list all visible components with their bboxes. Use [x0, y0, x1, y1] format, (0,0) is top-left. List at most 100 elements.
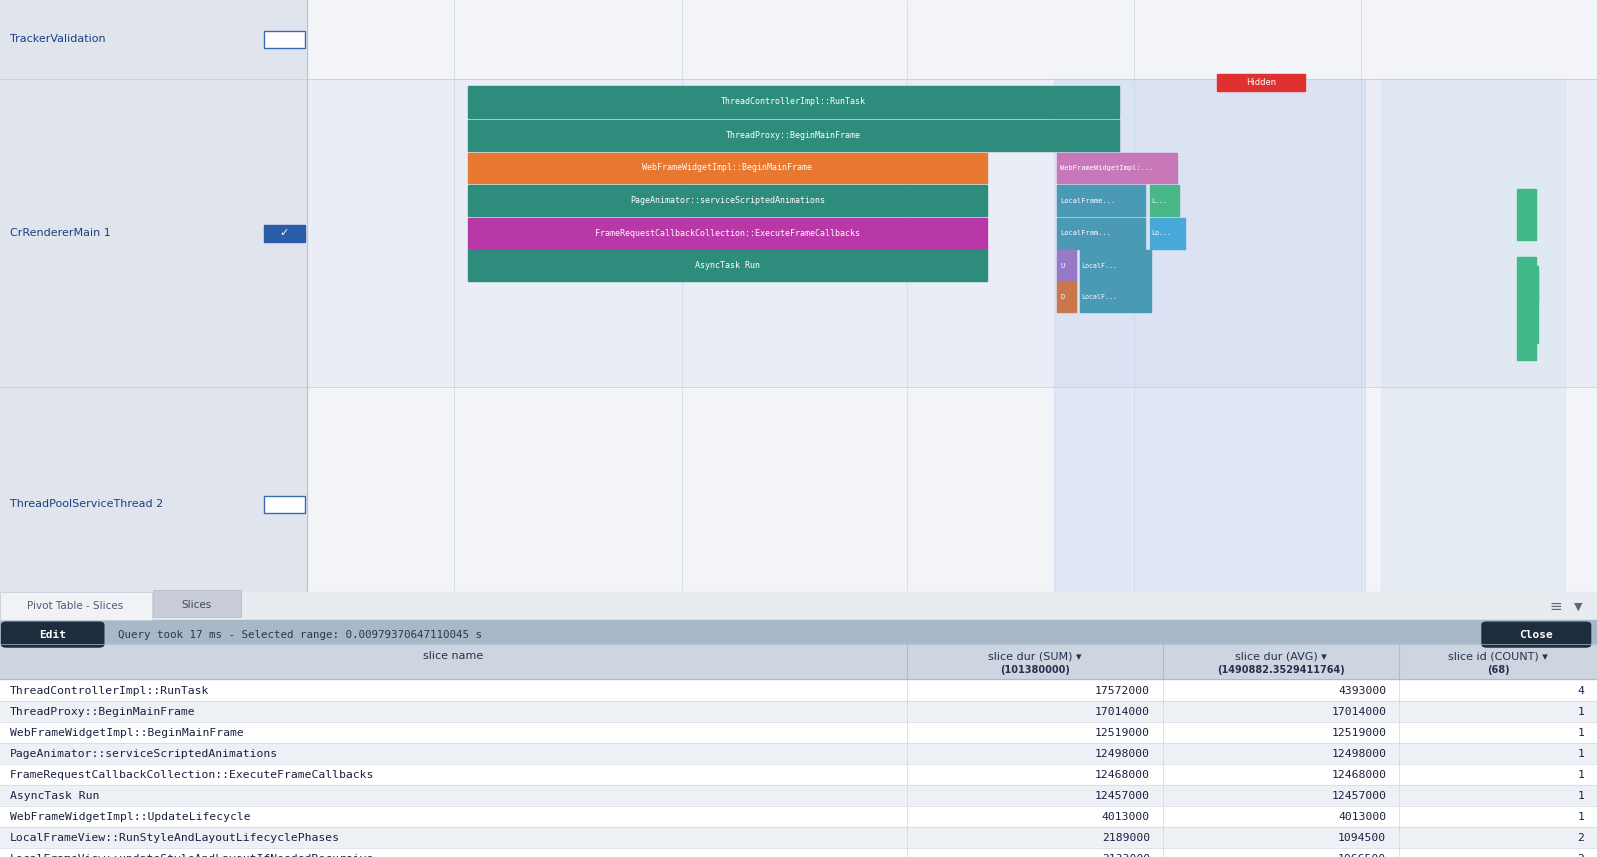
Text: ≡: ≡ — [1549, 599, 1562, 614]
Text: 12519000: 12519000 — [1096, 728, 1150, 738]
Bar — [1080, 250, 1151, 281]
Text: Query took 17 ms - Selected range: 0.00979370647110045 s: Query took 17 ms - Selected range: 0.009… — [118, 630, 482, 639]
Text: 4013000: 4013000 — [1338, 812, 1386, 822]
Bar — [1057, 250, 1076, 281]
Bar — [1057, 185, 1145, 216]
Text: LocalF...: LocalF... — [1081, 293, 1118, 300]
Bar — [1150, 218, 1185, 249]
Text: WebFrameWidgetImpl::UpdateLifecycle: WebFrameWidgetImpl::UpdateLifecycle — [10, 812, 251, 822]
Text: LocalF...: LocalF... — [1081, 262, 1118, 269]
Text: 12498000: 12498000 — [1096, 749, 1150, 759]
Text: 1: 1 — [1578, 812, 1584, 822]
Bar — [1057, 218, 1145, 249]
Text: ▼: ▼ — [1573, 602, 1583, 611]
Text: FrameRequestCallbackCollection::ExecuteFrameCallbacks: FrameRequestCallbackCollection::ExecuteF… — [596, 229, 859, 237]
Text: 12457000: 12457000 — [1096, 791, 1150, 801]
Text: 12457000: 12457000 — [1332, 791, 1386, 801]
Bar — [0, 722, 1597, 744]
Text: 12498000: 12498000 — [1332, 749, 1386, 759]
Bar — [1530, 274, 1538, 343]
Text: WebFrameWidgetImpl:...: WebFrameWidgetImpl:... — [1060, 165, 1155, 171]
Bar — [0, 592, 1597, 620]
Text: WebFrameWidgetImpl::BeginMainFrame: WebFrameWidgetImpl::BeginMainFrame — [10, 728, 243, 738]
Text: ThreadProxy::BeginMainFrame: ThreadProxy::BeginMainFrame — [727, 131, 861, 140]
Text: PageAnimator::serviceScriptedAnimations: PageAnimator::serviceScriptedAnimations — [629, 196, 826, 205]
Bar — [0, 592, 152, 620]
Text: CrRendererMain 1: CrRendererMain 1 — [10, 228, 110, 238]
Text: LocalFrameView::updateStyleAndLayoutIfNeededRecursive: LocalFrameView::updateStyleAndLayoutIfNe… — [10, 854, 374, 857]
Text: ✓: ✓ — [279, 228, 289, 238]
Text: TrackerValidation: TrackerValidation — [10, 34, 105, 45]
Bar — [0, 806, 1597, 828]
Bar — [1054, 79, 1365, 621]
Text: Pivot Table - Slices: Pivot Table - Slices — [27, 602, 123, 611]
Text: 17014000: 17014000 — [1332, 707, 1386, 717]
Text: LocalFrame...: LocalFrame... — [1060, 197, 1116, 204]
Bar — [0, 79, 307, 387]
Bar — [1517, 189, 1536, 240]
Bar — [0, 786, 1597, 806]
Bar — [264, 31, 305, 48]
Text: 2133000: 2133000 — [1102, 854, 1150, 857]
Bar — [0, 848, 1597, 857]
Text: 2189000: 2189000 — [1102, 833, 1150, 843]
Text: 1: 1 — [1578, 707, 1584, 717]
Bar — [1057, 281, 1076, 312]
Text: slice dur (SUM) ▾: slice dur (SUM) ▾ — [989, 651, 1081, 662]
Text: (101380000): (101380000) — [1000, 665, 1070, 675]
Text: (68): (68) — [1487, 665, 1509, 675]
Text: 12468000: 12468000 — [1332, 770, 1386, 780]
Bar — [0, 79, 1597, 387]
Text: 1066500: 1066500 — [1338, 854, 1386, 857]
Text: 17014000: 17014000 — [1096, 707, 1150, 717]
Text: 4013000: 4013000 — [1102, 812, 1150, 822]
Text: ThreadProxy::BeginMainFrame: ThreadProxy::BeginMainFrame — [10, 707, 195, 717]
Bar — [1517, 257, 1536, 360]
Bar — [1057, 153, 1177, 183]
Bar — [1381, 79, 1565, 621]
Text: 1: 1 — [1578, 728, 1584, 738]
Bar — [0, 387, 307, 621]
Bar — [0, 744, 1597, 764]
Bar — [0, 680, 1597, 701]
Text: 2: 2 — [1578, 854, 1584, 857]
Text: WebFrameWidgetImpl::BeginMainFrame: WebFrameWidgetImpl::BeginMainFrame — [642, 164, 813, 172]
Text: Slices: Slices — [182, 600, 211, 609]
Text: 4393000: 4393000 — [1338, 686, 1386, 696]
Bar — [468, 218, 987, 249]
Text: LocalFrameView::RunStyleAndLayoutLifecyclePhases: LocalFrameView::RunStyleAndLayoutLifecyc… — [10, 833, 340, 843]
Text: 12519000: 12519000 — [1332, 728, 1386, 738]
Bar — [1150, 185, 1179, 216]
Text: AsyncTask Run: AsyncTask Run — [695, 261, 760, 270]
Bar — [153, 590, 241, 617]
Bar — [468, 120, 1119, 151]
Text: slice name: slice name — [423, 651, 484, 662]
Text: U: U — [1060, 262, 1065, 269]
Text: ThreadControllerImpl::RunTask: ThreadControllerImpl::RunTask — [722, 98, 866, 106]
Text: Edit: Edit — [40, 630, 65, 639]
Text: Close: Close — [1519, 630, 1554, 639]
Text: Hidden: Hidden — [1246, 78, 1276, 87]
Bar — [1217, 74, 1305, 91]
Text: slice dur (AVG) ▾: slice dur (AVG) ▾ — [1234, 651, 1327, 662]
Text: 12468000: 12468000 — [1096, 770, 1150, 780]
Text: L...: L... — [1151, 197, 1167, 204]
Text: 1094500: 1094500 — [1338, 833, 1386, 843]
Text: PageAnimator::serviceScriptedAnimations: PageAnimator::serviceScriptedAnimations — [10, 749, 278, 759]
Bar — [1080, 281, 1151, 312]
Bar — [468, 153, 987, 183]
Bar — [468, 250, 987, 281]
Bar — [0, 644, 1597, 679]
Bar — [0, 764, 1597, 785]
Text: LocalFram...: LocalFram... — [1060, 230, 1112, 237]
Bar — [264, 495, 305, 512]
Bar — [468, 86, 1119, 118]
Bar — [1525, 266, 1538, 300]
Text: (1490882.3529411764): (1490882.3529411764) — [1217, 665, 1345, 675]
Bar — [0, 701, 1597, 722]
Text: AsyncTask Run: AsyncTask Run — [10, 791, 99, 801]
FancyBboxPatch shape — [1482, 622, 1591, 647]
Text: 1: 1 — [1578, 791, 1584, 801]
Bar — [264, 225, 305, 242]
Text: 1: 1 — [1578, 749, 1584, 759]
